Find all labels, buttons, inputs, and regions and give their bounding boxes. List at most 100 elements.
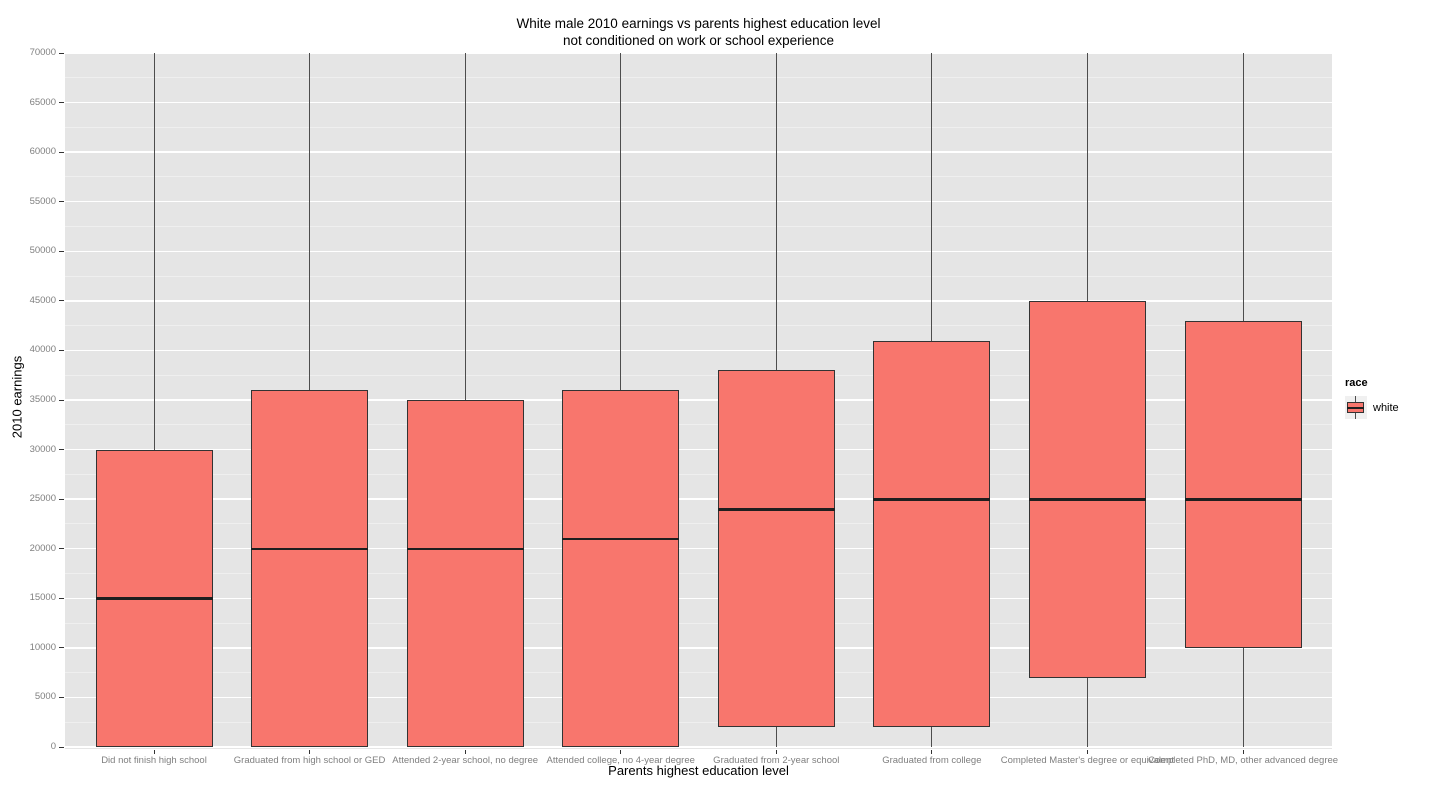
boxplot-median-line [717, 508, 835, 511]
y-tick-label: 50000 [29, 245, 56, 257]
gridline-minor [65, 473, 1332, 475]
x-axis-title: Parents highest education level [608, 763, 789, 778]
gridline-minor [65, 226, 1332, 227]
gridline-major [65, 547, 1332, 550]
boxplot-median-line [873, 498, 991, 501]
boxplot-upper-whisker [775, 53, 777, 371]
boxplot-box [562, 390, 680, 747]
gridline-major [65, 200, 1332, 203]
x-tick-mark [775, 750, 777, 754]
x-tick-label: Completed PhD, MD, other advanced degree [1147, 755, 1339, 766]
x-tick-label: Graduated from college [882, 755, 982, 766]
gridline-major [65, 300, 1332, 302]
boxplot-upper-whisker [620, 53, 622, 391]
y-tick-mark [59, 349, 64, 351]
boxplot-median-line [251, 547, 369, 551]
y-tick-mark [59, 449, 64, 451]
gridline-minor [65, 523, 1332, 525]
boxplot-upper-whisker [1242, 53, 1244, 321]
gridline-minor [65, 275, 1332, 277]
y-tick-label: 40000 [29, 344, 56, 356]
y-tick-label: 30000 [29, 443, 56, 455]
boxplot-median-line [1184, 498, 1302, 501]
y-tick-label: 15000 [29, 592, 56, 604]
x-tick-label: Graduated from high school or GED [233, 755, 386, 766]
y-tick-label: 70000 [29, 47, 56, 58]
gridline-major [65, 448, 1332, 451]
y-tick-label: 0 [50, 741, 56, 752]
y-tick-label: 25000 [29, 493, 56, 505]
y-tick-label: 55000 [29, 195, 56, 207]
gridline-major [65, 696, 1332, 699]
y-tick-mark [59, 498, 64, 500]
y-tick-mark [59, 250, 64, 252]
gridline-minor [65, 77, 1332, 79]
gridline-major [65, 151, 1332, 153]
legend-entry: white [1345, 396, 1433, 419]
y-tick-mark [59, 201, 64, 203]
gridline-minor [65, 424, 1332, 426]
x-tick-mark [1086, 750, 1088, 754]
y-tick-mark [59, 399, 64, 401]
gridline-minor [65, 176, 1332, 178]
gridline-major [65, 52, 1332, 54]
boxplot-upper-whisker [153, 53, 155, 450]
x-tick-label: Attended 2-year school, no degree [392, 755, 539, 766]
boxplot-lower-whisker [931, 727, 933, 747]
gridline-major [65, 250, 1332, 253]
y-tick-label: 20000 [29, 542, 56, 554]
x-tick-mark [931, 750, 933, 754]
chart-subtitle: not conditioned on work or school experi… [563, 32, 834, 48]
legend-key-median-line [1347, 407, 1364, 409]
boxplot-median-line [562, 537, 680, 541]
y-tick-label: 10000 [29, 641, 56, 653]
chart-title: White male 2010 earnings vs parents high… [516, 16, 881, 31]
y-tick-label: 5000 [34, 691, 56, 703]
boxplot-box [1184, 320, 1302, 648]
gridline-minor [65, 325, 1332, 327]
gridline-minor [65, 374, 1332, 376]
x-tick-label: Completed Master's degree or equivalent [1000, 755, 1175, 766]
y-tick-label: 65000 [29, 96, 56, 108]
legend-label: white [1373, 401, 1399, 414]
gridline-minor [65, 721, 1332, 723]
y-tick-mark [59, 151, 64, 153]
boxplot-box [1028, 300, 1146, 678]
y-tick-mark [59, 52, 64, 54]
gridline-minor [65, 672, 1332, 674]
boxplot-box [406, 400, 524, 747]
legend-title: race [1345, 377, 1368, 389]
plot-panel [65, 52, 1332, 749]
y-tick-label: 45000 [29, 294, 56, 306]
gridline-major [65, 647, 1332, 649]
y-tick-mark [59, 300, 64, 302]
y-tick-label: 60000 [29, 146, 56, 158]
x-tick-mark [309, 750, 311, 754]
gridline-major [65, 597, 1332, 600]
boxplot-upper-whisker [464, 53, 466, 400]
legend-key-boxplot-glyph [1345, 396, 1367, 419]
x-tick-mark [620, 750, 622, 754]
boxplot-median-line [1028, 498, 1146, 501]
x-tick-mark [1242, 750, 1244, 754]
x-tick-label: Attended college, no 4-year degree [546, 755, 695, 766]
chart-title-block: White male 2010 earnings vs parents high… [65, 16, 1332, 50]
boxplot-upper-whisker [931, 53, 933, 341]
gridline-major [65, 101, 1332, 104]
legend: race white [1345, 377, 1433, 419]
y-tick-mark [59, 102, 64, 104]
x-tick-mark [464, 750, 466, 754]
boxplot-lower-whisker [775, 727, 777, 747]
boxplot-lower-whisker [1086, 677, 1088, 747]
gridline-major [65, 498, 1332, 500]
gridline-major [65, 746, 1332, 748]
y-tick-mark [59, 597, 64, 599]
boxplot-box [251, 390, 369, 747]
gridline-minor [65, 622, 1332, 624]
boxplot-box [717, 370, 835, 728]
boxplot-median-line [406, 547, 524, 551]
gridline-major [65, 399, 1332, 401]
gridline-major [65, 349, 1332, 352]
y-tick-mark [59, 548, 64, 550]
